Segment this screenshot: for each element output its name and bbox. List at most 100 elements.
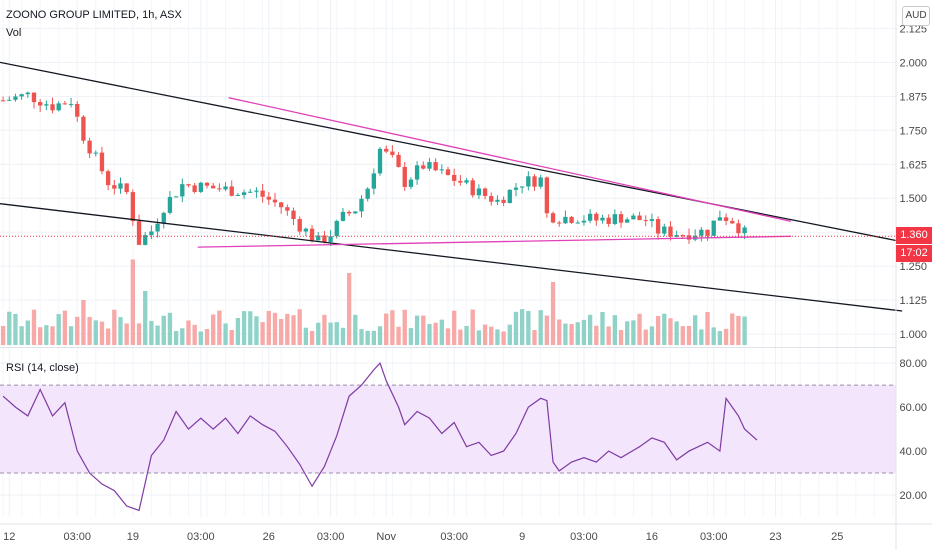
price-tick-label: 2.125 (899, 23, 927, 35)
volume-bar (346, 273, 352, 345)
candle-body (402, 166, 407, 187)
price-tick-label: 1.625 (899, 159, 927, 171)
volume-bar (316, 322, 321, 345)
candle-body (19, 94, 24, 97)
candle-body (408, 179, 414, 187)
volume-bar (587, 314, 593, 345)
candle-body (297, 219, 302, 232)
trendline-magenta (228, 97, 792, 222)
time-tick-label: 03:00 (317, 531, 345, 543)
volume-bar (291, 315, 296, 345)
rsi-band (0, 385, 896, 474)
candle-body (105, 171, 111, 186)
volume-bar (495, 329, 500, 345)
price-tick-label: 1.750 (899, 125, 927, 137)
volume-bar (482, 324, 488, 345)
candle-body (353, 211, 358, 214)
candle-body (278, 202, 284, 208)
rsi-axis[interactable]: 20.00 40.00 60.00 80.00 (899, 358, 927, 502)
candle-body (204, 182, 210, 186)
last-price-tag: 1.360 (896, 227, 932, 245)
candles (0, 91, 747, 247)
volume-label[interactable]: Vol (6, 27, 21, 39)
volume-bar (730, 313, 735, 345)
price-tick-label: 2.000 (899, 57, 927, 69)
candle-body (396, 154, 401, 167)
candle-body (631, 215, 636, 220)
volume-bar (99, 321, 105, 345)
volume-bar (489, 326, 494, 345)
rsi-label[interactable]: RSI (14, close) (6, 362, 79, 374)
candle-body (686, 235, 692, 240)
candle-body (87, 140, 92, 154)
candle-body (149, 231, 154, 236)
time-tick-label: 16 (646, 531, 658, 543)
candle-body (155, 223, 160, 232)
candle-body (717, 217, 723, 221)
volume-bar (396, 326, 401, 345)
candle-body (31, 92, 37, 103)
volume-bar (476, 330, 482, 345)
candle-body (711, 220, 716, 236)
candle-body (674, 234, 679, 237)
candle-body (550, 213, 556, 223)
candle-body (68, 103, 74, 105)
volume-bar (124, 323, 129, 345)
candle-body (241, 192, 247, 196)
volume-bar (637, 313, 642, 345)
rsi-tick-label: 20.00 (899, 490, 927, 502)
candle-body (365, 188, 370, 199)
volume-bar (538, 310, 543, 345)
candle-body (445, 169, 451, 176)
volume-bar (606, 326, 611, 345)
volume-bar (180, 328, 185, 345)
price-axis[interactable]: 1.0001.1251.2501.3751.5001.6251.7501.875… (899, 23, 927, 341)
volume-bar (328, 322, 333, 345)
candle-body (0, 100, 6, 102)
time-tick-label: 03:00 (700, 531, 728, 543)
volume-bar (68, 326, 74, 345)
time-axis[interactable]: 12 03:00 19 03:00 26 03:00 Nov 03:00 9 03:00 16 03:… (3, 531, 843, 543)
candle-body (513, 187, 519, 190)
volume-bar (668, 318, 673, 345)
symbol-title[interactable]: ZOONO GROUP LIMITED, 1h, ASX (6, 9, 183, 21)
candle-body (346, 211, 352, 214)
candle-body (143, 235, 148, 245)
countdown-tag: 17:02 (896, 245, 932, 263)
volume-bar (662, 313, 667, 345)
volume-bar (736, 315, 741, 345)
candle-body (359, 198, 364, 212)
candle-body (291, 210, 296, 220)
volume-bar (427, 323, 432, 345)
candle-body (81, 116, 86, 141)
candle-body (161, 212, 166, 224)
volume-bar (655, 315, 661, 345)
volume-bar (705, 311, 710, 345)
volume-bar (93, 320, 98, 345)
candle-body (507, 189, 512, 203)
price-tick-label: 1.125 (899, 295, 927, 307)
candle-body (705, 229, 710, 236)
candle-body (680, 234, 685, 236)
candle-body (328, 236, 333, 242)
candle-body (211, 185, 216, 189)
volume-bar (309, 331, 315, 345)
volume-bar (278, 319, 284, 345)
candle-body (38, 102, 43, 106)
volume-bar (550, 282, 556, 345)
volume-bar (50, 326, 55, 345)
volume-bar (384, 313, 389, 345)
volume-bar (81, 300, 86, 345)
trendlines[interactable] (0, 61, 903, 312)
volume-bar (223, 323, 228, 345)
volume-bar (13, 313, 18, 345)
price-tick-label: 1.250 (899, 261, 927, 273)
volume-bar (62, 310, 68, 345)
volume-bar (519, 309, 525, 345)
candle-body (390, 151, 395, 155)
candle-body (742, 227, 747, 234)
candle-body (736, 223, 741, 234)
currency-button[interactable]: AUD (902, 6, 930, 26)
candle-body (334, 220, 339, 237)
